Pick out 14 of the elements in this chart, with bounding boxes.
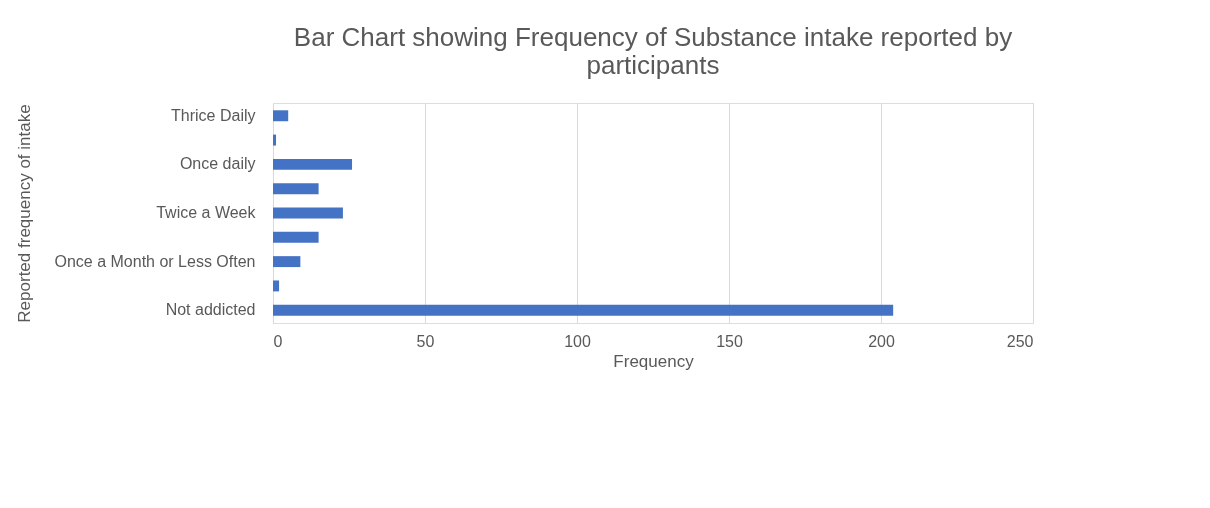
x-tick-label: 250	[1006, 332, 1034, 350]
x-tick-label: 100	[564, 332, 591, 350]
y-tick-label: Once daily	[179, 155, 256, 173]
x-tick-label: 0	[273, 332, 283, 350]
y-tick-label: Twice a Week	[156, 204, 257, 221]
x-tick-label: 50	[416, 332, 435, 350]
x-tick-label: 150	[716, 332, 743, 350]
y-axis-title: Reported frequency of intake	[14, 104, 34, 323]
chart-title: Bar Chart showing Frequency of Substance intake reported by participants	[293, 22, 1013, 80]
x-tick-label: 200	[868, 332, 895, 350]
y-tick-label: Thrice Daily	[171, 106, 256, 124]
y-tick-label: Not addicted	[165, 301, 256, 319]
y-tick-label: Once a Month or Less Often	[54, 252, 256, 270]
x-axis-title: Frequency	[613, 351, 695, 371]
